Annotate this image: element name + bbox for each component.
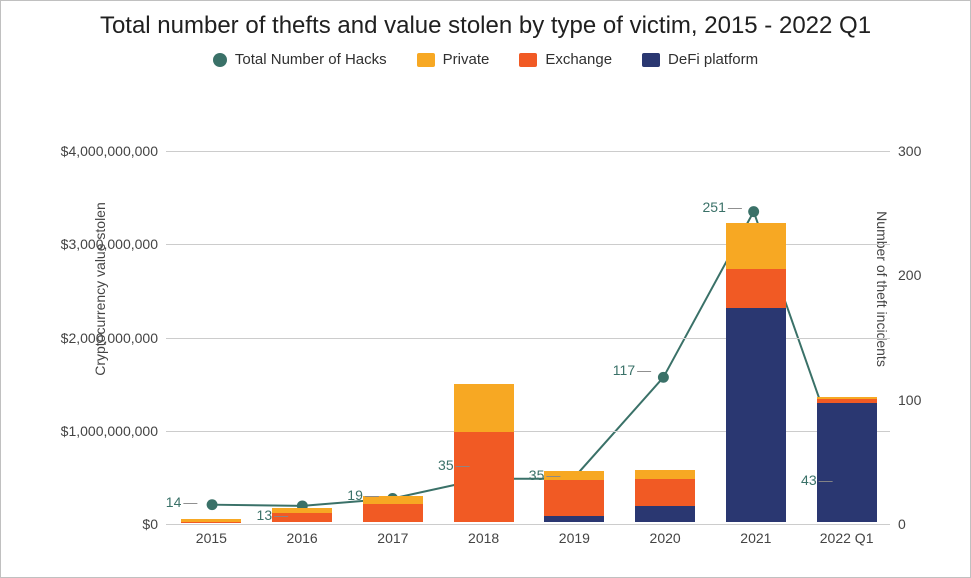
y-tick-right: 200 xyxy=(898,267,921,283)
y-tick-right: 0 xyxy=(898,516,906,532)
bar-segment-exchange xyxy=(544,480,604,516)
legend-item-private: Private xyxy=(417,51,490,68)
x-tick: 2019 xyxy=(559,530,590,546)
x-tick: 2020 xyxy=(650,530,681,546)
gridline xyxy=(166,524,890,525)
legend-label: DeFi platform xyxy=(668,51,758,68)
gridline xyxy=(166,151,890,152)
x-tick: 2021 xyxy=(740,530,771,546)
square-icon xyxy=(519,53,537,67)
plot-area: $0$1,000,000,000$2,000,000,000$3,000,000… xyxy=(166,151,890,522)
legend-label: Private xyxy=(443,51,490,68)
line-marker xyxy=(207,499,218,510)
bar-segment-defi xyxy=(544,516,604,522)
bar-segment-exchange xyxy=(726,269,786,307)
square-icon xyxy=(642,53,660,67)
x-tick: 2016 xyxy=(287,530,318,546)
line-data-label: 14— xyxy=(166,494,200,510)
bar-segment-defi xyxy=(817,403,877,522)
chart-title: Total number of thefts and value stolen … xyxy=(1,1,970,41)
x-tick: 2015 xyxy=(196,530,227,546)
y-tick-left: $1,000,000,000 xyxy=(61,423,158,439)
chart-legend: Total Number of Hacks Private Exchange D… xyxy=(1,51,970,68)
line-data-label: 43— xyxy=(801,472,835,488)
y-tick-left: $4,000,000,000 xyxy=(61,143,158,159)
y-tick-right: 300 xyxy=(898,143,921,159)
line-marker xyxy=(748,206,759,217)
line-marker xyxy=(658,372,669,383)
bar-group xyxy=(726,223,786,522)
y-tick-right: 100 xyxy=(898,392,921,408)
bar-segment-private xyxy=(635,470,695,479)
line-data-label: 35— xyxy=(529,467,563,483)
bar-segment-private xyxy=(726,223,786,270)
line-data-label: 35— xyxy=(438,457,472,473)
bar-segment-exchange xyxy=(635,479,695,506)
legend-label: Exchange xyxy=(545,51,612,68)
x-tick: 2018 xyxy=(468,530,499,546)
line-data-label: 117— xyxy=(613,362,653,378)
bar-segment-exchange xyxy=(454,432,514,522)
y-tick-left: $2,000,000,000 xyxy=(61,330,158,346)
legend-item-exchange: Exchange xyxy=(519,51,612,68)
bar-segment-private xyxy=(454,384,514,432)
x-tick: 2017 xyxy=(377,530,408,546)
thefts-chart: Total number of thefts and value stolen … xyxy=(0,0,971,578)
circle-icon xyxy=(213,53,227,67)
line-data-label: 251— xyxy=(703,199,744,215)
line-data-label: 13— xyxy=(257,507,291,523)
y-axis-left-label: Cryptocurrency value stolen xyxy=(92,202,108,376)
y-tick-left: $3,000,000,000 xyxy=(61,236,158,252)
legend-label: Total Number of Hacks xyxy=(235,51,387,68)
square-icon xyxy=(417,53,435,67)
bar-group xyxy=(181,519,241,522)
legend-item-defi: DeFi platform xyxy=(642,51,758,68)
bar-segment-exchange xyxy=(363,504,423,522)
bar-segment-defi xyxy=(635,506,695,522)
bar-segment-defi xyxy=(726,308,786,522)
bar-group xyxy=(454,384,514,522)
y-tick-left: $0 xyxy=(142,516,158,532)
line-data-label: 19— xyxy=(347,487,381,503)
x-tick: 2022 Q1 xyxy=(820,530,874,546)
bar-group xyxy=(817,397,877,522)
bar-group xyxy=(635,470,695,522)
legend-item-hacks: Total Number of Hacks xyxy=(213,51,387,68)
